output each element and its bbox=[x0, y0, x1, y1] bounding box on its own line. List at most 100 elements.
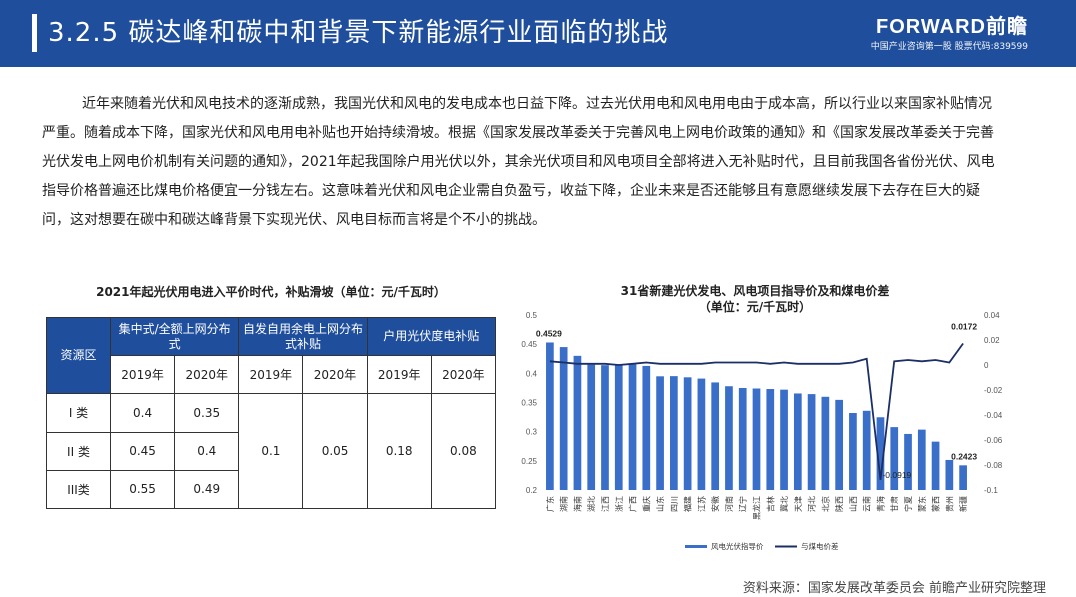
data-label-min-price: 0.2423 bbox=[951, 451, 977, 461]
left-tick-label: 0.35 bbox=[521, 399, 537, 408]
bar-云南 bbox=[862, 410, 871, 490]
bar-浙江 bbox=[614, 364, 623, 490]
bar-蒙东 bbox=[917, 429, 926, 490]
category-label: 河北 bbox=[807, 496, 817, 512]
data-label-min-gap: -0.0919 bbox=[882, 470, 911, 480]
bar-甘肃 bbox=[890, 427, 899, 490]
bar-湖南 bbox=[559, 347, 568, 490]
category-label: 河南 bbox=[724, 496, 734, 512]
right-tick-label: -0.1 bbox=[984, 486, 998, 495]
row-label: III类 bbox=[46, 469, 111, 510]
row-label: II 类 bbox=[46, 431, 111, 471]
table-cell: 0.4 bbox=[174, 431, 240, 471]
right-tick-label: 0.04 bbox=[984, 311, 1000, 320]
bar-陕西 bbox=[835, 399, 844, 490]
legend-label-bar: 风电光伏指导价 bbox=[711, 541, 764, 551]
bar-河南 bbox=[725, 386, 733, 490]
header-group-1: 集中式/全额上网分布式 bbox=[109, 316, 240, 357]
category-label: 江苏 bbox=[696, 496, 706, 512]
right-tick-label: -0.06 bbox=[984, 436, 1003, 445]
category-label: 冀北 bbox=[779, 496, 789, 512]
left-tick-label: 0.2 bbox=[526, 486, 538, 495]
table-cell: 0.4 bbox=[109, 393, 176, 433]
category-label: 吉林 bbox=[765, 496, 775, 512]
category-label: 四川 bbox=[670, 496, 679, 512]
bar-广西 bbox=[628, 364, 637, 490]
bar-新疆 bbox=[959, 465, 967, 490]
category-label: 安徽 bbox=[710, 496, 720, 512]
category-label: 天津 bbox=[793, 496, 803, 512]
price-gap-chart: 0.5 0.45 0.4 0.35 0.3 0.25 0.2 0.04 0.02 0 -0.02 -0… bbox=[521, 311, 1003, 551]
right-tick-label: -0.02 bbox=[984, 386, 1003, 395]
merged-cell: 0.1 bbox=[238, 393, 304, 509]
category-label: 蒙西 bbox=[931, 496, 941, 512]
category-label: 湖南 bbox=[559, 496, 569, 512]
category-label: 重庆 bbox=[641, 496, 651, 512]
category-label: 宁夏 bbox=[903, 496, 913, 512]
category-label: 广西 bbox=[628, 496, 638, 512]
legend-label-line: 与煤电价差 bbox=[801, 541, 839, 551]
right-tick-label: 0 bbox=[984, 361, 989, 370]
category-label: 陕西 bbox=[834, 496, 844, 512]
bar-江西 bbox=[601, 365, 609, 490]
bar-吉林 bbox=[766, 389, 775, 490]
year-cell: 2020年 bbox=[430, 355, 497, 395]
subsidy-table: 资源区 集中式/全额上网分布式 自发自用余电上网分布式补贴 户用光伏度电补贴 2… bbox=[46, 316, 497, 510]
body-paragraph: 近年来随着光伏和风电技术的逐渐成熟，我国光伏和风电的发电成本也日益下降。过去光伏… bbox=[42, 96, 995, 228]
source-note: 资料来源：国家发展改革委员会 前瞻产业研究院整理 bbox=[742, 581, 1046, 596]
table-title: 2021年起光伏用电进入平价时代，补贴滑坡（单位：元/千瓦时） bbox=[96, 285, 446, 299]
year-cell: 2019年 bbox=[238, 355, 304, 395]
left-tick-label: 0.45 bbox=[521, 340, 537, 349]
bar-四川 bbox=[669, 376, 678, 490]
data-label-max: 0.4529 bbox=[536, 328, 562, 338]
category-label: 山东 bbox=[655, 496, 665, 512]
left-tick-label: 0.3 bbox=[526, 428, 538, 437]
category-label: 福建 bbox=[683, 496, 693, 512]
category-label: 江西 bbox=[601, 496, 610, 512]
year-cell: 2020年 bbox=[174, 355, 240, 395]
table-cell: 0.35 bbox=[174, 393, 240, 433]
category-label: 辽宁 bbox=[738, 496, 748, 512]
bar-湖北 bbox=[587, 364, 596, 490]
merged-cell: 0.18 bbox=[366, 393, 432, 509]
chart-subtitle: （单位：元/千瓦时） bbox=[698, 300, 812, 314]
year-cell: 2019年 bbox=[366, 355, 432, 395]
merged-cell: 0.08 bbox=[430, 393, 497, 509]
bar-宁夏 bbox=[904, 433, 912, 490]
category-label: 云南 bbox=[862, 496, 872, 512]
right-tick-label: -0.04 bbox=[984, 411, 1003, 420]
bar-福建 bbox=[683, 377, 692, 490]
year-cell: 2019年 bbox=[109, 355, 176, 395]
bar-河北 bbox=[807, 394, 816, 490]
table-cell: 0.45 bbox=[109, 431, 176, 471]
logo-tagline: 中国产业咨询第一股 股票代码:839599 bbox=[870, 42, 1028, 52]
category-label: 海南 bbox=[572, 496, 582, 512]
bar-青海 bbox=[876, 417, 885, 490]
title-accent-bar bbox=[32, 14, 37, 52]
bar-北京 bbox=[821, 396, 830, 490]
category-label: 山西 bbox=[848, 496, 858, 512]
header-banner: 3.2.5 碳达峰和碳中和背景下新能源行业面临的挑战 FORWARD前瞻 中国产… bbox=[0, 0, 1076, 67]
bar-贵州 bbox=[945, 459, 954, 490]
category-label: 广东 bbox=[545, 496, 555, 512]
bar-江苏 bbox=[697, 378, 706, 490]
logo-brand: FORWARD前瞻 bbox=[876, 16, 1028, 38]
bar-蒙西 bbox=[931, 441, 940, 490]
bar-冀北 bbox=[780, 389, 788, 490]
bar-广东 bbox=[546, 342, 554, 490]
price-gap-line bbox=[549, 342, 964, 481]
right-tick-label: -0.08 bbox=[984, 461, 1003, 470]
category-label: 新疆 bbox=[958, 496, 968, 512]
category-label: 北京 bbox=[820, 496, 830, 512]
year-cell: 2020年 bbox=[302, 355, 368, 395]
page-title: 3.2.5 碳达峰和碳中和背景下新能源行业面临的挑战 bbox=[48, 18, 669, 48]
bar-海南 bbox=[573, 355, 582, 490]
table-cell: 0.55 bbox=[109, 469, 176, 510]
header-group-2: 自发自用余电上网分布式补贴 bbox=[238, 316, 368, 357]
category-label: 湖北 bbox=[587, 496, 596, 512]
legend-swatch-bar bbox=[685, 545, 707, 548]
left-tick-label: 0.4 bbox=[526, 369, 538, 378]
left-tick-label: 0.5 bbox=[526, 311, 538, 320]
table-cell: 0.49 bbox=[174, 469, 240, 510]
row-label: I 类 bbox=[46, 393, 111, 433]
